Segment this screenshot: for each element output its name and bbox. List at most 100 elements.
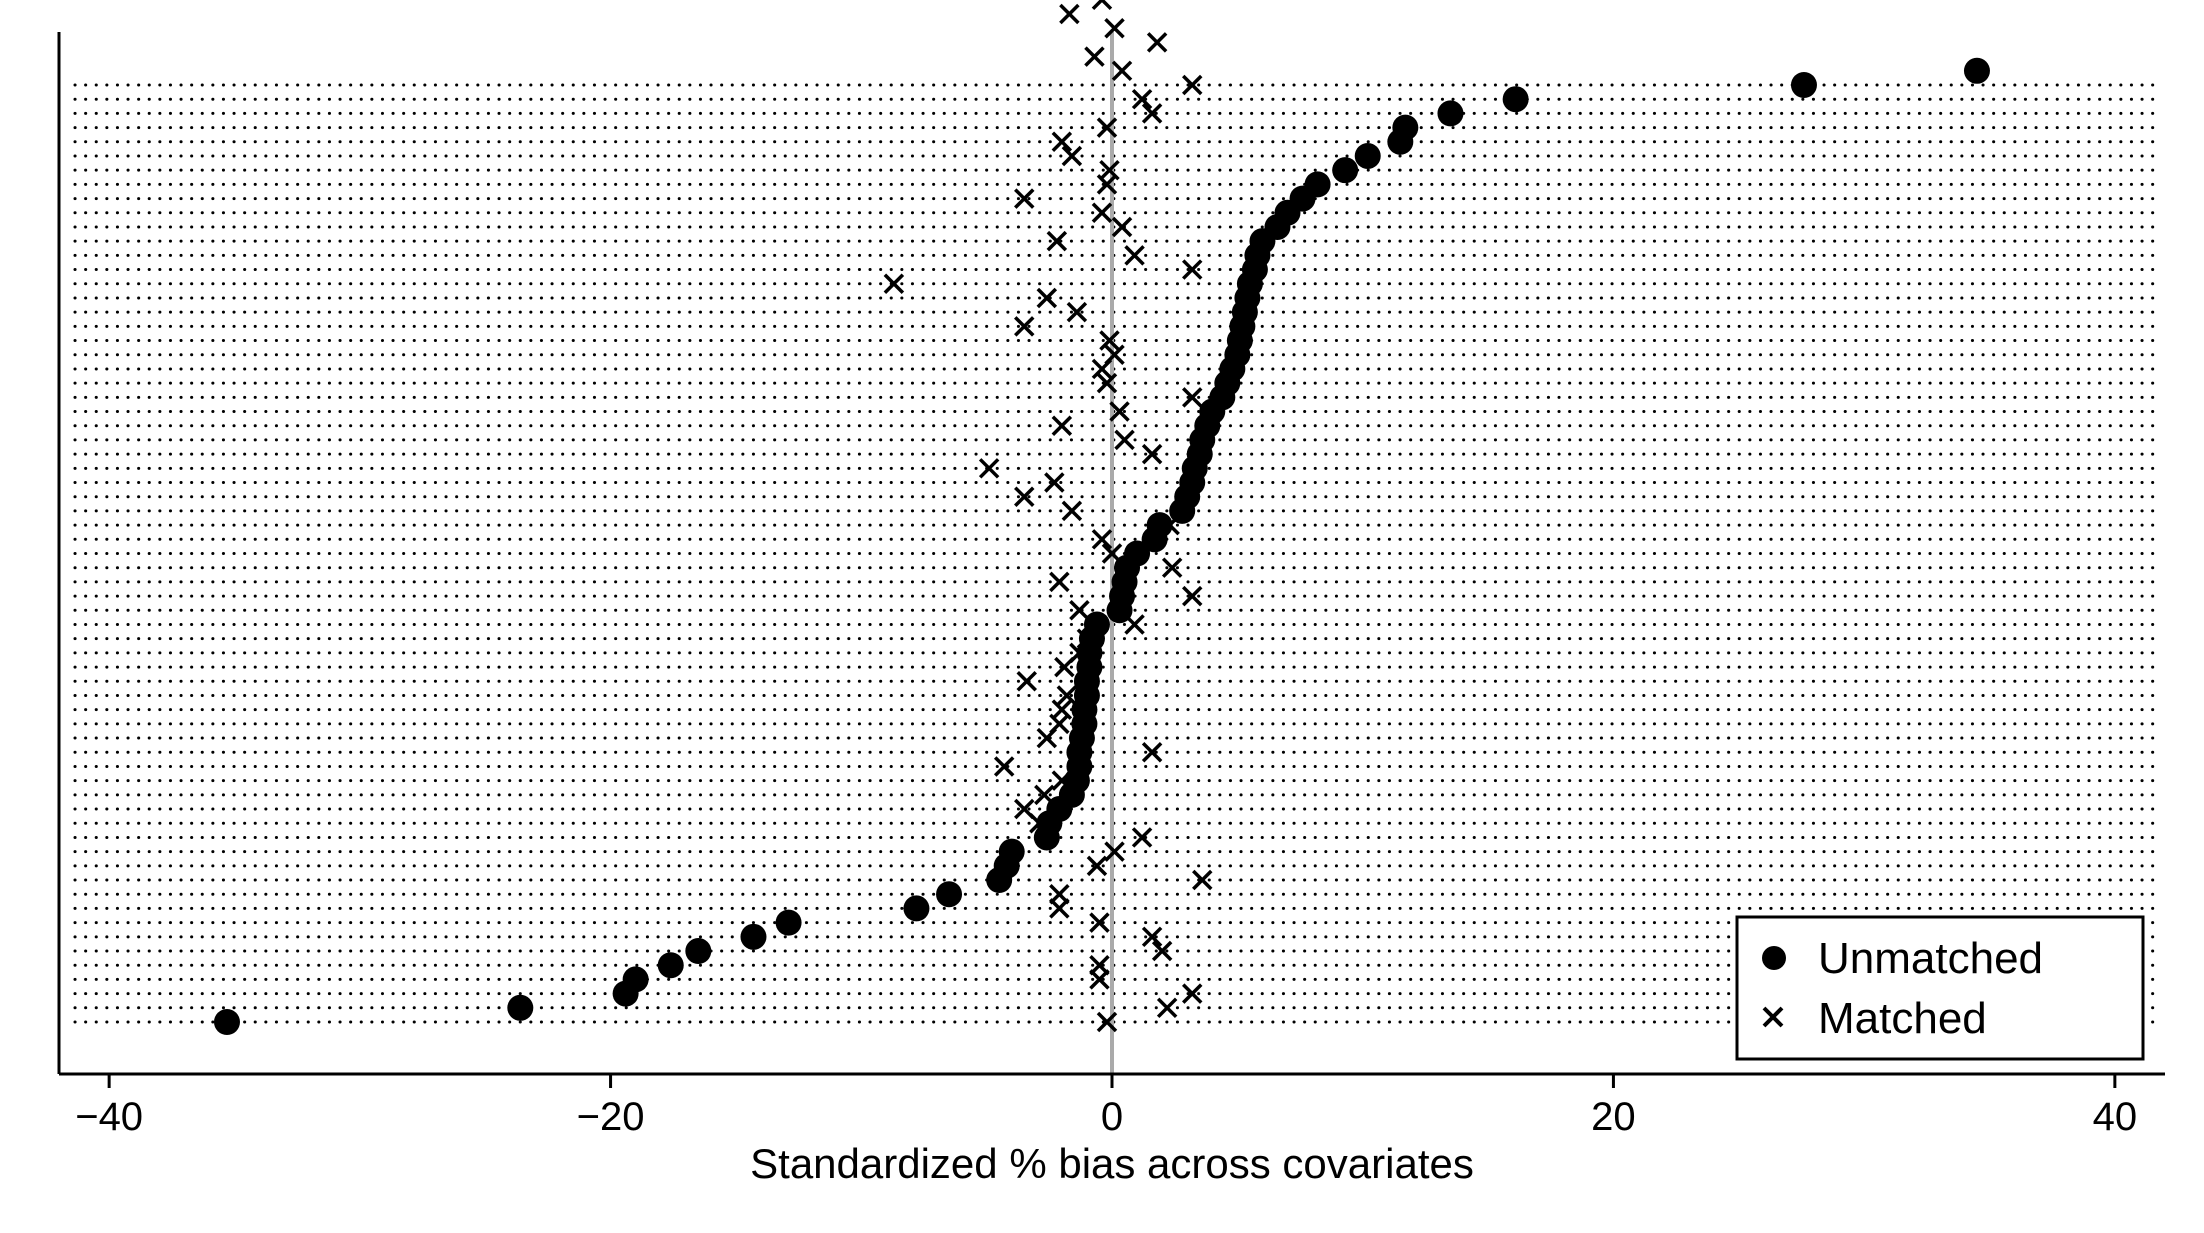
matched-point-stroke: [1141, 443, 1163, 465]
matched-point-stroke: [1059, 3, 1080, 25]
matched-point: [1059, 3, 1080, 25]
matched-point: [1192, 869, 1213, 891]
matched-point: [1104, 344, 1125, 365]
matched-point-stroke: [1099, 330, 1120, 351]
matched-point: [1159, 514, 1180, 536]
matched-point: [883, 273, 905, 294]
matched-point-stroke: [1014, 188, 1035, 209]
matched-point-stroke: [1111, 60, 1133, 82]
matched-point-stroke: [1091, 0, 1105, 11]
matched-point: [1014, 316, 1035, 337]
unmatched-point: [740, 923, 767, 950]
matched-point-stroke: [1091, 529, 1113, 550]
unmatched-point: [657, 952, 684, 979]
matched-point-stroke: [1181, 259, 1203, 280]
matched-point: [1131, 88, 1153, 110]
matched-point: [1066, 301, 1088, 323]
matched-point-stroke: [1111, 216, 1133, 238]
matched-point: [1056, 685, 1078, 706]
unmatched-point: [507, 994, 534, 1021]
matched-point-stroke: [1124, 245, 1145, 266]
matched-point-stroke: [1051, 770, 1073, 791]
matched-point: [1014, 486, 1035, 507]
matched-point: [1014, 188, 1035, 209]
matched-point-stroke: [1084, 46, 1105, 67]
dotted-grid: [73, 83, 2163, 1024]
matched-point: [1084, 46, 1105, 67]
matched-point-stroke: [1096, 372, 1118, 394]
matched-point: [978, 458, 1000, 479]
matched-point-stroke: [1101, 543, 1123, 564]
matched-point-stroke: [1096, 174, 1118, 195]
matched-point: [1034, 784, 1055, 806]
matched-point-stroke: [1124, 614, 1145, 635]
matched-point: [1141, 742, 1163, 763]
matched-series: [883, 0, 1213, 1033]
unmatched-point: [1963, 57, 1990, 84]
matched-point-stroke: [978, 458, 1000, 479]
matched-point-stroke: [1044, 472, 1065, 493]
unmatched-point: [622, 966, 649, 993]
legend-matched-marker: [1762, 1006, 1784, 1028]
unmatched-point: [903, 895, 930, 922]
matched-point-stroke: [1029, 813, 1050, 834]
matched-point-stroke: [1014, 316, 1035, 337]
matched-point: [1014, 798, 1035, 820]
matched-point: [1151, 940, 1173, 962]
matched-point: [1111, 60, 1133, 82]
matched-point-stroke: [993, 756, 1015, 777]
matched-point: [1124, 245, 1145, 266]
unmatched-point: [685, 938, 712, 965]
matched-point-stroke: [1089, 912, 1110, 933]
matched-point: [1044, 472, 1065, 493]
matched-point: [1051, 699, 1073, 720]
matched-point: [1091, 202, 1113, 224]
matched-point: [1181, 74, 1203, 96]
matched-point: [1049, 883, 1070, 905]
matched-point: [1104, 17, 1125, 39]
matched-point-stroke: [1036, 287, 1058, 309]
matched-point-stroke: [1181, 983, 1203, 1004]
matched-point: [1051, 415, 1073, 436]
matched-point: [1141, 443, 1163, 465]
matched-point: [1096, 117, 1118, 138]
matched-point-stroke: [1061, 145, 1083, 167]
matched-point-stroke: [1069, 642, 1090, 664]
matched-point: [1104, 841, 1125, 862]
matched-point: [1181, 387, 1203, 408]
matched-point-stroke: [1131, 88, 1153, 110]
unmatched-point: [1083, 611, 1110, 638]
matched-point: [1091, 529, 1113, 550]
matched-point: [1181, 585, 1203, 607]
matched-point: [1141, 103, 1163, 124]
matched-point-stroke: [1104, 17, 1125, 39]
matched-point-stroke: [1086, 855, 1108, 877]
matched-point: [1114, 429, 1135, 451]
matched-point-stroke: [1051, 415, 1073, 436]
matched-point-stroke: [1146, 32, 1168, 53]
matched-point: [1181, 259, 1203, 280]
matched-point-stroke: [1109, 401, 1130, 422]
matched-point-stroke: [1131, 827, 1153, 848]
matched-point: [1141, 926, 1163, 948]
legend-matched-label: Matched: [1818, 994, 1987, 1043]
unmatched-point: [1437, 100, 1464, 127]
matched-point: [1089, 912, 1110, 933]
unmatched-point: [1332, 157, 1359, 184]
matched-point-stroke: [1096, 1011, 1118, 1033]
matched-point: [1089, 954, 1110, 976]
matched-point-stroke: [1114, 429, 1135, 451]
matched-point: [1046, 230, 1068, 252]
matched-point-stroke: [1091, 202, 1113, 224]
matched-point: [1049, 571, 1070, 593]
matched-point: [1061, 145, 1083, 167]
matched-point: [1099, 159, 1120, 181]
unmatched-point: [1392, 114, 1419, 141]
unmatched-point: [936, 881, 963, 908]
matched-point: [1091, 0, 1113, 11]
x-axis-title: Standardized % bias across covariates: [750, 1140, 1474, 1187]
matched-point: [1156, 997, 1178, 1019]
matched-point-stroke: [1051, 699, 1073, 720]
matched-point: [1161, 557, 1183, 578]
